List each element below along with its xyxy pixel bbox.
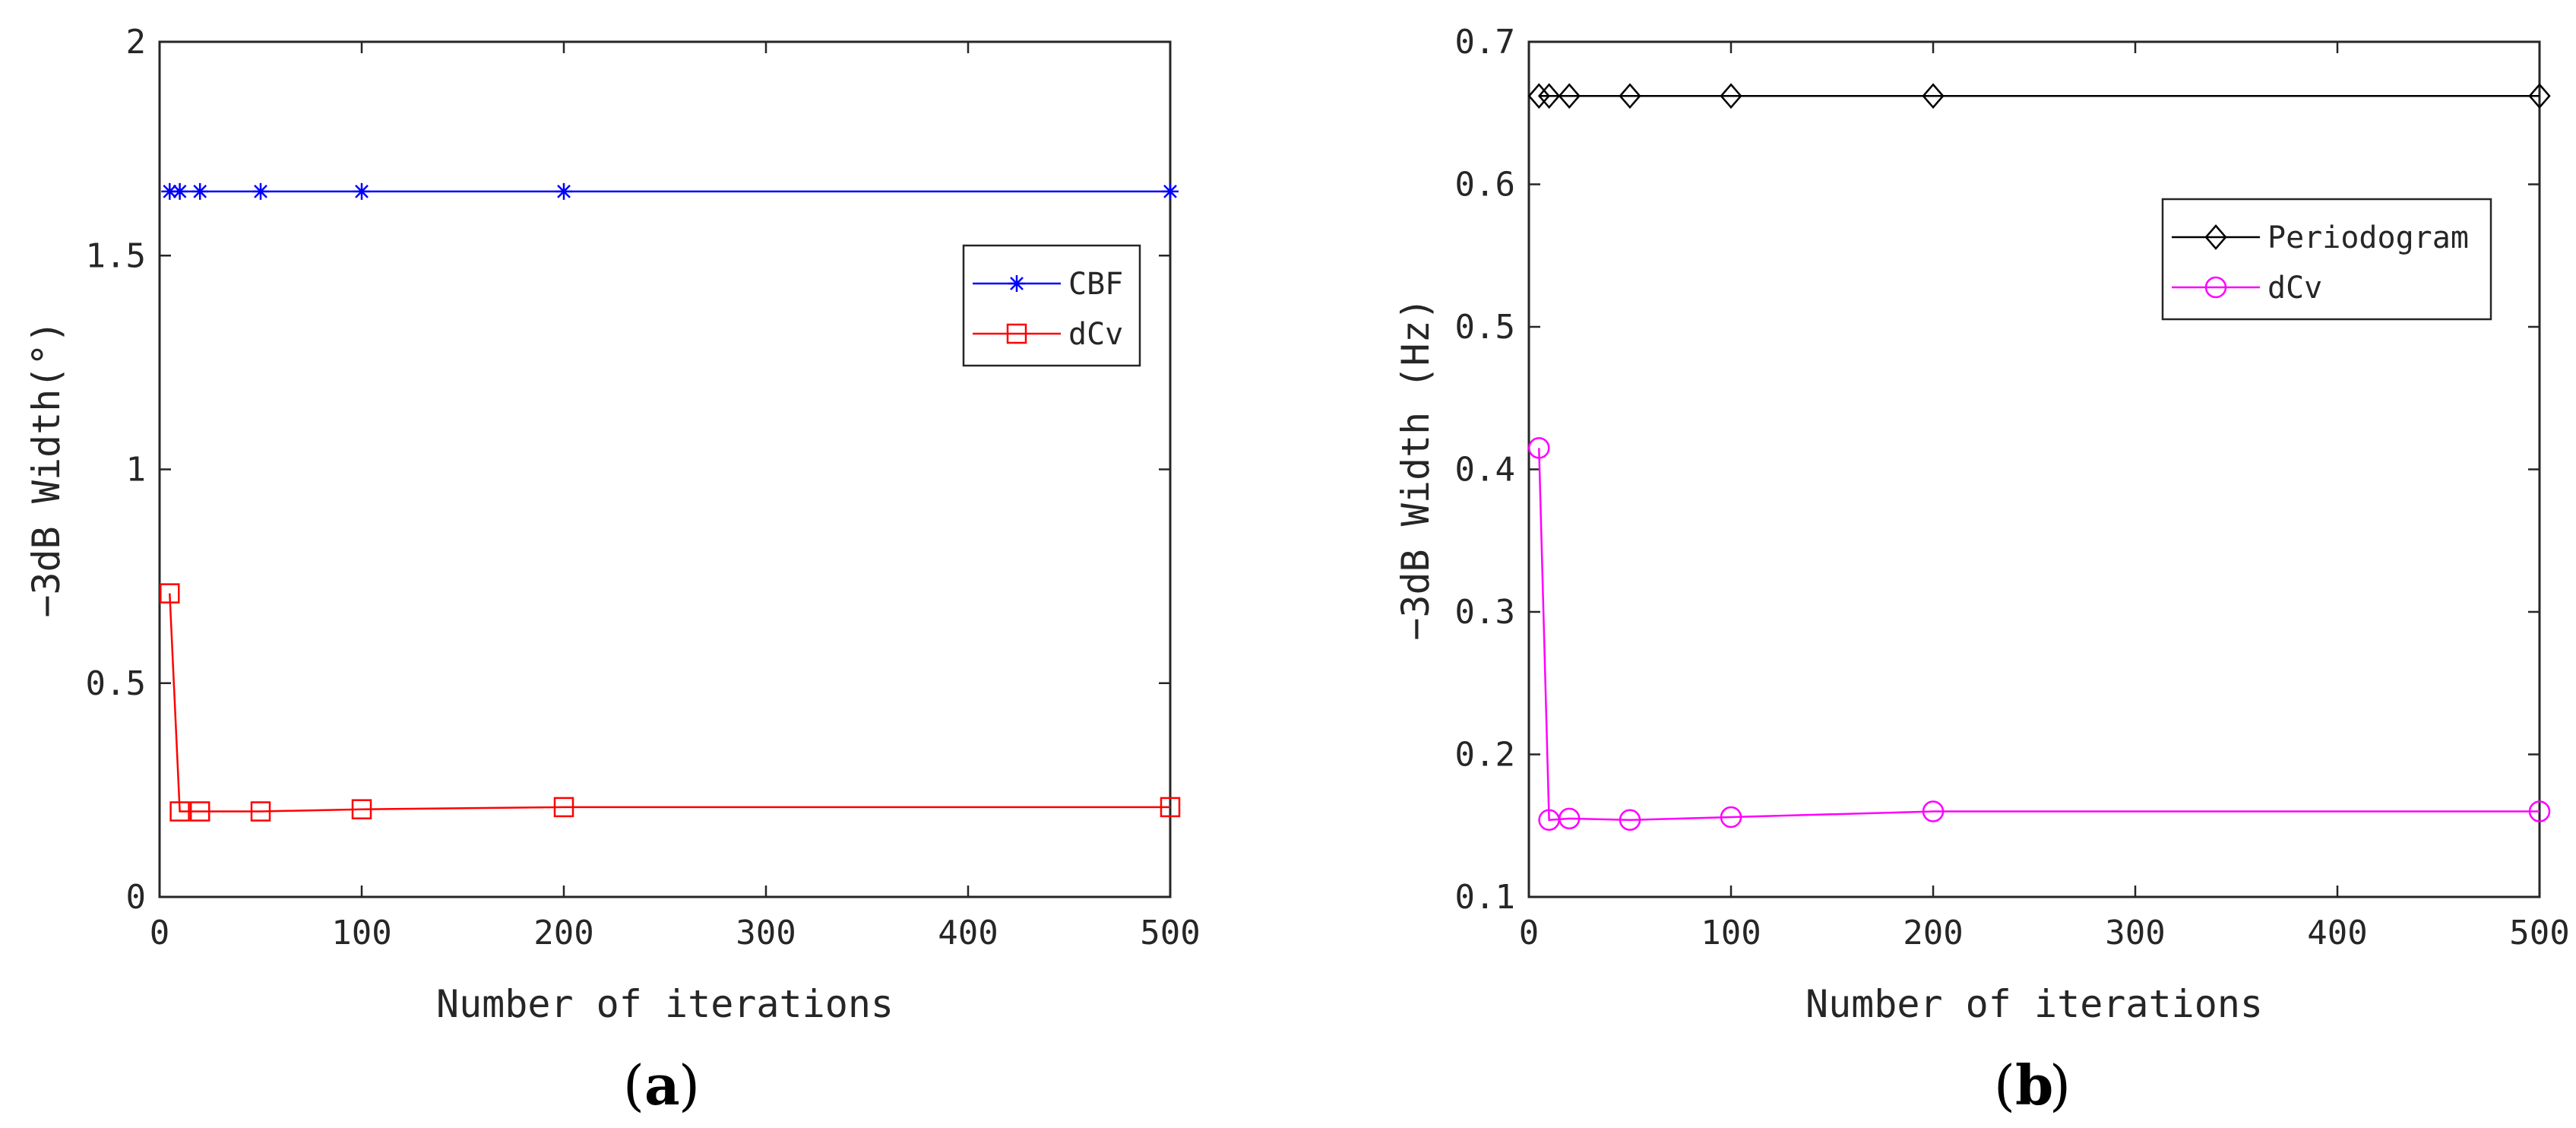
y-tick-label: 0.5 xyxy=(1455,308,1515,347)
legend-label-dcv: dCv xyxy=(2267,271,2322,306)
data-point-dcv xyxy=(2528,800,2551,822)
legend-label-dcv: dCv xyxy=(1068,317,1123,352)
series-markers-a xyxy=(160,182,1181,822)
chart-panel-a: 0 100 200 300 400 500 0 0.5 1 1.5 2 Number of iter… xyxy=(24,23,1201,1117)
panel-label-a: a xyxy=(644,1053,680,1117)
y-tick-label: 0.5 xyxy=(86,664,146,703)
data-point-periodogram xyxy=(1720,83,1742,109)
y-tick-label: 2 xyxy=(126,23,147,62)
data-point-cbf xyxy=(191,182,209,200)
ticks-a: 0 100 200 300 400 500 0 0.5 1 1.5 2 xyxy=(86,23,1201,952)
data-point-cbf xyxy=(252,182,269,200)
panel-label-b: b xyxy=(2015,1053,2053,1117)
y-tick-label: 0.7 xyxy=(1455,23,1515,62)
legend-label-cbf: CBF xyxy=(1068,267,1123,302)
y-tick-label: 1 xyxy=(126,451,147,490)
data-point-dcv xyxy=(169,801,190,822)
legend-marker-dcv xyxy=(1006,323,1027,344)
data-point-dcv xyxy=(1558,807,1581,830)
data-point-periodogram xyxy=(1922,83,1945,109)
x-tick-label: 200 xyxy=(1903,914,1963,952)
x-tick-label: 500 xyxy=(2509,914,2569,952)
data-point-periodogram xyxy=(1558,83,1581,109)
data-point-dcv xyxy=(1922,800,1945,822)
chart-panel-b: 0 100 200 300 400 500 0.1 0.2 0.3 0.4 0.5 0.6 0.7 Nu… xyxy=(1394,23,2570,1117)
data-point-cbf xyxy=(161,182,179,200)
data-point-cbf xyxy=(171,182,188,200)
x-axis-label-b: Number of iterations xyxy=(1805,982,2263,1026)
legend-marker-periodogram xyxy=(2204,224,2227,250)
legend-marker-cbf xyxy=(1008,275,1025,292)
x-tick-label: 100 xyxy=(331,914,391,952)
series-line-dcv xyxy=(169,593,1170,813)
data-point-cbf xyxy=(1162,182,1179,200)
x-tick-label: 500 xyxy=(1140,914,1200,952)
y-tick-label: 0.1 xyxy=(1455,878,1515,917)
data-point-periodogram xyxy=(2528,83,2551,109)
legend-box-b xyxy=(2161,198,2492,321)
series-markers-b xyxy=(1527,83,2551,831)
data-point-periodogram xyxy=(1619,83,1641,109)
panel-caption-a: ( a ) xyxy=(623,1053,700,1117)
y-axis-label-b: −3dB Width (Hz) xyxy=(1394,297,1438,641)
x-tick-label: 400 xyxy=(2307,914,2367,952)
legend-marker-dcv xyxy=(2204,276,2227,299)
x-axis-label-a: Number of iterations xyxy=(436,982,894,1026)
data-point-cbf xyxy=(353,182,370,200)
x-tick-label: 200 xyxy=(533,914,593,952)
x-tick-label: 300 xyxy=(736,914,796,952)
data-point-dcv xyxy=(351,799,372,819)
ticks-b: 0 100 200 300 400 500 0.1 0.2 0.3 0.4 0.5 0.6 0.7 xyxy=(1455,23,2570,952)
series-line-dcv xyxy=(1538,448,2540,822)
svg-text:(: ( xyxy=(623,1054,644,1117)
legend-b: Periodogram dCv xyxy=(2161,198,2492,321)
legend-box-a xyxy=(962,244,1141,367)
data-point-dcv xyxy=(1528,437,1550,459)
data-point-dcv xyxy=(553,797,574,818)
x-tick-label: 0 xyxy=(1519,914,1540,952)
y-tick-label: 0.3 xyxy=(1455,593,1515,632)
plot-area-a xyxy=(158,40,1172,898)
y-tick-label: 0.2 xyxy=(1455,736,1515,775)
x-tick-label: 300 xyxy=(2105,914,2165,952)
y-tick-label: 0.6 xyxy=(1455,166,1515,204)
data-point-dcv xyxy=(189,801,210,822)
y-tick-label: 1.5 xyxy=(86,236,146,275)
data-point-dcv xyxy=(1720,806,1742,829)
data-point-periodogram xyxy=(1527,83,1550,109)
data-point-dcv xyxy=(1160,797,1181,818)
panel-caption-b: ( b ) xyxy=(1994,1053,2071,1117)
y-tick-label: 0 xyxy=(126,878,147,917)
x-tick-label: 400 xyxy=(938,914,998,952)
data-point-periodogram xyxy=(1537,83,1561,109)
svg-text:(: ( xyxy=(1994,1054,2015,1117)
legend-label-periodogram: Periodogram xyxy=(2267,220,2469,255)
plot-area-b xyxy=(1527,40,2541,898)
y-axis-label-a: −3dB Width(°) xyxy=(24,320,68,617)
x-tick-label: 0 xyxy=(150,914,170,952)
data-point-dcv xyxy=(1619,809,1641,831)
x-tick-label: 100 xyxy=(1701,914,1761,952)
y-tick-label: 0.4 xyxy=(1455,451,1515,490)
data-point-dcv xyxy=(160,583,180,604)
data-point-cbf xyxy=(555,182,572,200)
svg-text:): ) xyxy=(679,1054,700,1117)
data-point-dcv xyxy=(250,801,271,822)
svg-text:): ) xyxy=(2049,1054,2071,1117)
legend-a: CBF dCv xyxy=(962,244,1141,367)
